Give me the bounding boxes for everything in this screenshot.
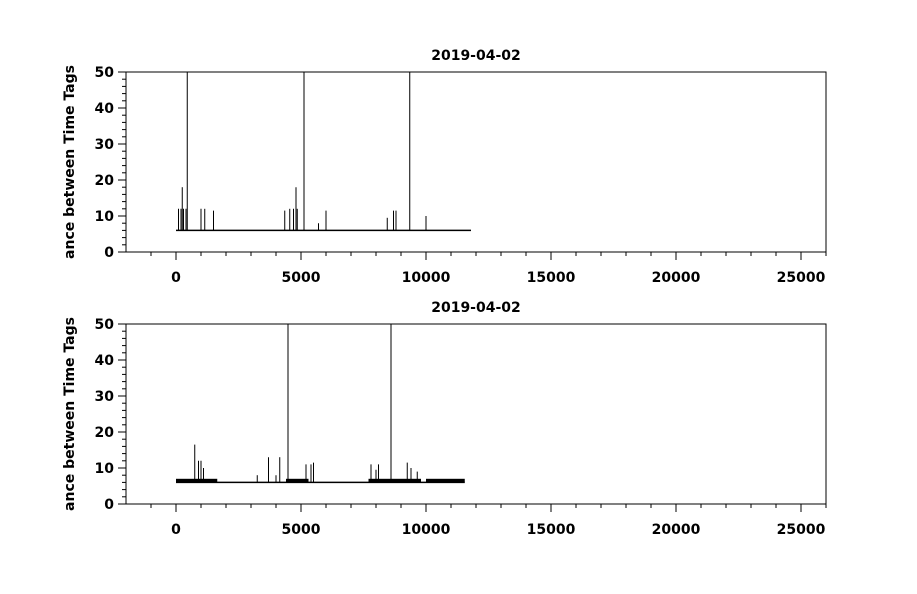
bottom-panel-noise-band (426, 478, 465, 483)
bottom-panel-x-tick-label: 5000 (282, 522, 321, 538)
bottom-panel-x-tick-label: 20000 (652, 522, 701, 538)
bottom-panel-noise-band (176, 478, 218, 483)
bottom-panel-y-axis-label: ance between Time Tags (62, 317, 78, 511)
bottom-panel-plot: 0 10 20 30 40 50 0 5000 10000 15000 20000 25000 (95, 317, 827, 538)
bottom-panel-x-tick-label: 10000 (402, 522, 451, 538)
bottom-panel-y-tick-label: 50 (95, 317, 115, 333)
bottom-panel-y-tick-label: 0 (104, 497, 114, 513)
bottom-panel-noise-band (368, 478, 421, 483)
top-panel-x-tick-label: 20000 (652, 270, 701, 286)
top-panel-x-tick-label: 0 (171, 270, 181, 286)
top-panel-plot: 0 10 20 30 40 50 0 5000 10000 15000 20000 25000 (95, 65, 827, 286)
bottom-panel-title: 2019-04-02 (431, 300, 521, 316)
top-panel-y-tick-label: 10 (95, 209, 115, 225)
top-panel-x-tick-label: 5000 (282, 270, 321, 286)
top-panel-x-tick-label: 15000 (527, 270, 576, 286)
top-panel-axes-frame (125, 71, 827, 253)
top-panel-y-tick-label: 0 (104, 245, 114, 261)
bottom-panel: 2019-04-02 ance between Time Tags 0 10 20 3… (62, 300, 827, 538)
top-panel-y-tick-label: 50 (95, 65, 115, 81)
top-panel-x-tick-label: 10000 (402, 270, 451, 286)
bottom-panel-y-tick-label: 30 (95, 389, 115, 405)
top-panel-y-tick-label: 40 (95, 101, 115, 117)
bottom-panel-x-tick-label: 0 (171, 522, 181, 538)
top-panel-y-tick-label: 20 (95, 173, 115, 189)
bottom-panel-axes-frame (125, 323, 827, 505)
bottom-panel-y-tick-label: 10 (95, 461, 115, 477)
bottom-panel-x-tick-label: 25000 (777, 522, 826, 538)
bottom-panel-x-tick-label: 15000 (527, 522, 576, 538)
bottom-panel-y-tick-label: 20 (95, 425, 115, 441)
bottom-panel-y-tick-label: 40 (95, 353, 115, 369)
bottom-panel-noise-band (286, 478, 309, 483)
top-panel: 2019-04-02 ance between Time Tags 0 10 20 3… (62, 48, 827, 286)
top-panel-x-tick-label: 25000 (777, 270, 826, 286)
top-panel-title: 2019-04-02 (431, 48, 521, 64)
top-panel-y-axis-label: ance between Time Tags (62, 65, 78, 259)
top-panel-y-tick-label: 30 (95, 137, 115, 153)
